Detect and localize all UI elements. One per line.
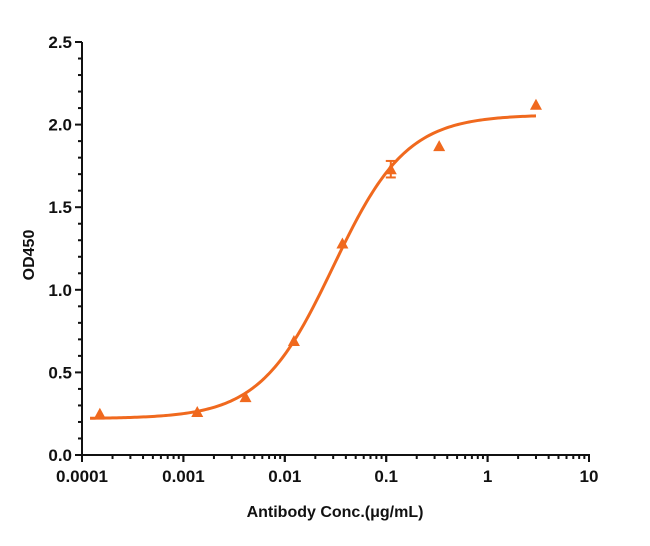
y-axis-ticks: 0.0 0.5 1.0 1.5 2.0 2.5: [48, 33, 82, 465]
data-point-triangle-icon: [529, 98, 542, 110]
x-tick-label: 1: [483, 467, 492, 486]
x-tick-label: 0.0001: [56, 467, 108, 486]
axes: [81, 42, 590, 456]
data-point-triangle-icon: [239, 391, 252, 403]
y-tick-label: 0.0: [48, 446, 72, 465]
data-point-triangle-icon: [336, 237, 349, 249]
x-axis-title: Antibody Conc.(μg/mL): [247, 504, 424, 521]
data-point-triangle-icon: [433, 140, 446, 152]
data-point-triangle-icon: [287, 335, 300, 347]
data-point-triangle-icon: [191, 406, 204, 418]
y-tick-label: 1.5: [48, 198, 72, 217]
x-tick-label: 10: [580, 467, 599, 486]
data-point-triangle-icon: [93, 407, 106, 419]
y-tick-label: 2.0: [48, 116, 72, 135]
x-tick-label: 0.01: [268, 467, 301, 486]
fit-curve: [90, 114, 537, 420]
data-points: [93, 98, 542, 419]
x-tick-label: 0.001: [162, 467, 205, 486]
y-tick-label: 1.0: [48, 281, 72, 300]
y-tick-label: 2.5: [48, 33, 72, 52]
y-tick-label: 0.5: [48, 363, 72, 382]
data-point-triangle-icon: [384, 163, 397, 175]
x-tick-label: 0.1: [374, 467, 398, 486]
x-axis-ticks: 0.0001 0.001 0.01 0.1 1 10: [56, 455, 598, 486]
y-axis-title: OD450: [21, 230, 38, 281]
